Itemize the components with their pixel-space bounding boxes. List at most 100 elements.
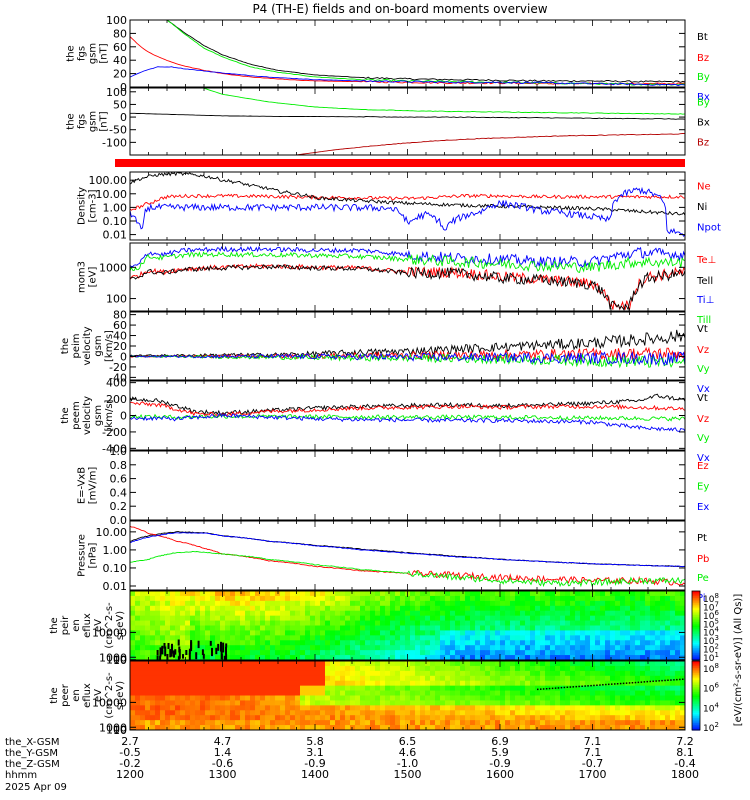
spectrogram-cell [465, 605, 471, 612]
spectrogram-cell [130, 680, 136, 687]
spectrogram-cell [240, 645, 246, 651]
spectrogram-cell [310, 715, 316, 721]
spectrogram-cell [315, 715, 321, 721]
spectrogram-cell [555, 725, 561, 730]
spectrogram-cell [630, 605, 636, 612]
spectrogram-cell [135, 650, 141, 656]
spectrogram-cell [595, 695, 601, 702]
spectrogram-cell [475, 720, 481, 726]
colorbar-step [692, 702, 700, 705]
spectrogram-cell [460, 620, 466, 627]
spectrogram-cell [135, 690, 141, 697]
spectrogram-cell [290, 725, 296, 730]
spectrogram-cell [375, 625, 381, 632]
spectrogram-cell [135, 595, 141, 602]
spectrogram-cell [605, 705, 611, 711]
spectrogram-cell [540, 615, 546, 622]
spectrogram-cell [340, 665, 346, 672]
spectrogram-cell [305, 645, 311, 651]
spectrogram-cell [310, 661, 316, 667]
dropout-mark [220, 650, 223, 660]
spectrogram-cell [360, 700, 366, 706]
spectrogram-cell [335, 635, 341, 641]
spectrogram-cell [545, 615, 551, 622]
spectrogram-cell [300, 720, 306, 726]
spectrogram-cell [165, 705, 171, 711]
spectrogram-cell [420, 700, 426, 706]
spectrogram-cell [615, 670, 621, 677]
spectrogram-cell [370, 655, 376, 660]
axis-row-value: 1700 [579, 768, 607, 781]
spectrogram-cell [515, 591, 521, 597]
spectrogram-cell [540, 610, 546, 617]
spectrogram-cell [330, 665, 336, 672]
spectrogram-cell [440, 650, 446, 656]
dropout-mark [211, 647, 213, 657]
spectrogram-cell [280, 610, 286, 617]
y-axis-label: the [60, 407, 71, 423]
spectrogram-cell [510, 605, 516, 612]
spectrogram-cell [660, 620, 666, 627]
spectrogram-cell [305, 630, 311, 636]
spectrogram-cell [545, 630, 551, 636]
spectrogram-cell [140, 661, 146, 667]
spectrogram-cell [505, 715, 511, 721]
spectrogram-cell [635, 695, 641, 702]
spectrogram-cell [670, 720, 676, 726]
spectrogram-cell [260, 655, 266, 660]
spectrogram-cell [320, 680, 326, 687]
spectrogram-cell [320, 591, 326, 597]
spectrogram-cell [670, 670, 676, 677]
spectrogram-cell [220, 615, 226, 622]
spectrogram-cell [665, 605, 671, 612]
spectrogram-cell [385, 655, 391, 660]
spectrogram-cell [525, 650, 531, 656]
spectrogram-cell [260, 610, 266, 617]
spectrogram-cell [405, 620, 411, 627]
spectrogram-cell [245, 640, 251, 646]
spectrogram-cell [420, 725, 426, 730]
spectrogram-cell [350, 695, 356, 702]
spectrogram-cell [420, 720, 426, 726]
spectrogram-cell [290, 661, 296, 667]
spectrogram-cell [525, 710, 531, 716]
spectrogram-cell [635, 725, 641, 730]
spectrogram-cell [495, 640, 501, 646]
spectrogram-cell [360, 705, 366, 711]
spectrogram-cell [225, 720, 231, 726]
spectrogram-cell [370, 690, 376, 697]
spectrogram-cell [235, 640, 241, 646]
spectrogram-cell [615, 605, 621, 612]
spectrogram-cell [535, 620, 541, 627]
spectrogram-cell [260, 595, 266, 602]
spectrogram-cell [645, 705, 651, 711]
spectrogram-cell [505, 690, 511, 697]
spectrogram-cell [475, 725, 481, 730]
spectrogram-cell [465, 705, 471, 711]
spectrogram-cell [330, 605, 336, 612]
spectrogram-cell [415, 625, 421, 632]
spectrogram-cell [175, 665, 181, 672]
spectrogram-cell [175, 680, 181, 687]
spectrogram-cell [170, 640, 176, 646]
spectrogram-cell [515, 670, 521, 677]
spectrogram-cell [290, 595, 296, 602]
spectrogram-cell [650, 610, 656, 617]
series-bz-line [130, 36, 685, 85]
colorbar-tick-label: 103 [703, 634, 719, 647]
spectrogram-cell [345, 655, 351, 660]
spectrogram-cell [550, 591, 556, 597]
spectrogram-cell [575, 595, 581, 602]
spectrogram-cell [390, 695, 396, 702]
spectrogram-cell [620, 665, 626, 672]
colorbar-step [692, 608, 700, 611]
spectrogram-cell [470, 600, 476, 607]
spectrogram-cell [455, 600, 461, 607]
spectrogram-cell [170, 655, 176, 660]
spectrogram-cell [530, 695, 536, 702]
spectrogram-cell [450, 665, 456, 672]
spectrogram-cell [670, 605, 676, 612]
spectrogram-cell [650, 685, 656, 692]
spectrogram-cell [485, 591, 491, 597]
